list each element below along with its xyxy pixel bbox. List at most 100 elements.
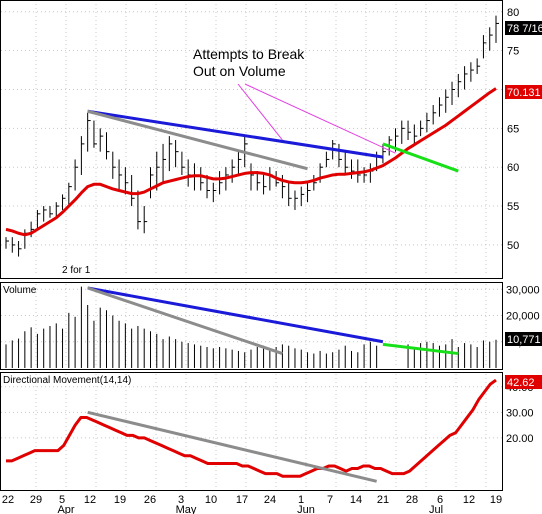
price-bar <box>137 190 141 230</box>
x-tick-label: 5 <box>59 494 65 506</box>
price-bar <box>181 151 185 175</box>
annotation-pointer-line <box>237 83 283 141</box>
dmi-trendline-gray <box>87 410 377 483</box>
price-bar <box>49 206 53 218</box>
volume-panel <box>0 282 503 370</box>
price-bar <box>106 132 110 160</box>
volume-tick-label: 30,000 <box>506 284 540 296</box>
price-bar <box>382 143 386 164</box>
price-bar <box>344 151 349 175</box>
x-tick-label: 24 <box>264 494 276 506</box>
price-tick-label: 65 <box>507 123 519 135</box>
price-bar <box>457 73 462 98</box>
dmi-value-label: 42.62 <box>505 375 542 389</box>
price-bar <box>112 151 116 179</box>
price-bar <box>307 182 311 203</box>
price-bar <box>62 194 66 210</box>
price-bar <box>143 206 148 234</box>
price-bar <box>30 221 35 238</box>
price-bar <box>464 66 468 90</box>
x-tick-label: 28 <box>406 494 418 506</box>
price-trendline-blue <box>87 109 384 159</box>
price-bar <box>80 136 85 175</box>
price-trendline-gray <box>87 109 308 171</box>
price-bar <box>156 151 160 191</box>
price-bar <box>200 167 204 191</box>
split-label: 2 for 1 <box>62 265 91 276</box>
price-bar <box>36 209 41 230</box>
price-bar <box>269 167 273 191</box>
trend-lines <box>87 83 459 173</box>
price-bar <box>55 202 60 218</box>
price-bar <box>43 206 47 222</box>
x-tick-label: 1 <box>298 494 304 506</box>
dmi-title: Directional Movement(14,14) <box>3 375 131 386</box>
x-tick-label: 22 <box>2 494 14 506</box>
moving-average-line <box>5 87 497 237</box>
dmi-line <box>6 378 497 483</box>
price-bar <box>149 167 154 199</box>
price-bar <box>288 182 292 207</box>
x-month-label: May <box>176 504 197 514</box>
x-month-label: Jun <box>297 504 315 514</box>
x-tick-label: 10 <box>205 494 217 506</box>
price-bar <box>432 105 437 125</box>
price-bar <box>237 151 242 175</box>
price-bar <box>206 174 211 199</box>
dmi-series-line <box>6 378 497 478</box>
axis-labels: 5055606570758010,00020,00030,00020.0030.… <box>2 7 540 514</box>
dmi-tick-label: 20.00 <box>506 433 534 445</box>
price-tick-label: 75 <box>507 46 519 58</box>
last-price-text: 78 7/16 <box>507 23 542 35</box>
price-bar <box>294 190 298 210</box>
price-trendline-green <box>382 142 459 173</box>
x-tick-label: 14 <box>350 494 362 506</box>
volume-value-text: 10,771 <box>507 334 541 346</box>
price-bar <box>413 124 418 144</box>
volume-trendline-blue <box>87 286 384 344</box>
volume-trendline-gray <box>87 286 283 355</box>
price-bar <box>438 97 443 117</box>
x-tick-label: 29 <box>30 494 42 506</box>
price-bar <box>162 143 167 183</box>
price-tick-label: 50 <box>507 240 519 252</box>
price-bar <box>24 229 28 249</box>
price-bar <box>212 182 217 203</box>
x-tick-label: 26 <box>144 494 156 506</box>
x-tick-label: 12 <box>463 494 475 506</box>
price-bar <box>87 112 91 152</box>
price-panel <box>0 0 503 279</box>
price-bar <box>281 174 286 199</box>
x-tick-label: 17 <box>236 494 248 506</box>
price-bar <box>5 237 9 249</box>
price-bar <box>74 159 79 191</box>
price-bar <box>325 151 330 168</box>
price-bar <box>451 81 456 106</box>
price-bar <box>420 120 424 137</box>
price-bar <box>175 140 179 168</box>
x-tick-label: 19 <box>114 494 126 506</box>
ma-value-label: 70.131 <box>505 85 542 99</box>
price-bar <box>426 112 430 133</box>
moving-average <box>5 87 497 237</box>
volume-bars <box>5 286 497 368</box>
x-tick-label: 3 <box>178 494 184 506</box>
price-bar <box>124 167 129 195</box>
x-month-label: Jul <box>429 504 443 514</box>
price-bar <box>11 237 16 253</box>
price-bar <box>187 159 192 187</box>
price-bar <box>256 171 261 191</box>
annotation-text-line: Out on Volume <box>193 63 286 79</box>
price-bar <box>231 159 236 183</box>
price-bar <box>93 120 97 148</box>
price-bar <box>445 89 449 113</box>
price-bar <box>338 143 342 168</box>
price-bar <box>168 136 173 172</box>
price-bar <box>489 27 493 51</box>
volume-title: Volume <box>3 285 37 296</box>
price-bar <box>351 159 355 179</box>
price-bar <box>68 182 72 207</box>
price-bar <box>482 35 487 59</box>
price-bar <box>99 128 104 152</box>
